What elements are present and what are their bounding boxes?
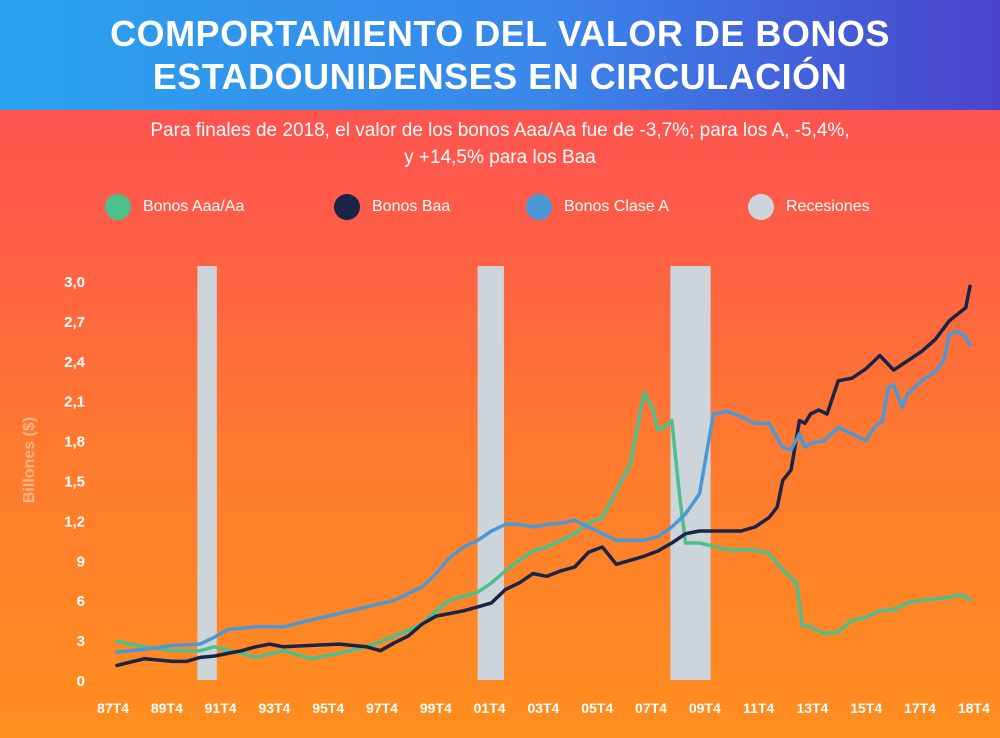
chart-title-line-2: ESTADOUNIDENSES EN CIRCULACIÓN <box>152 56 848 97</box>
legend-label-aaa: Bonos Aaa/Aa <box>143 198 245 215</box>
y-tick-label: 1,5 <box>64 474 85 491</box>
y-tick-label: 3,0 <box>64 274 85 291</box>
x-tick-label: 05T4 <box>581 700 613 716</box>
chart-title-line-1: COMPORTAMIENTO DEL VALOR DE BONOS <box>110 13 890 54</box>
x-tick-label: 91T4 <box>205 700 237 716</box>
series-line-bonos-clase-a <box>115 329 972 654</box>
y-tick-label: 1,8 <box>64 434 85 451</box>
legend-label-recesiones: Recesiones <box>786 198 870 215</box>
x-tick-label: 01T4 <box>474 700 506 716</box>
legend-swatch-baa <box>334 194 360 220</box>
y-tick-label: 0 <box>77 673 85 690</box>
y-tick-label: 6 <box>77 593 85 610</box>
x-tick-label: 11T4 <box>743 700 774 716</box>
series-line-bonos-baa <box>115 284 972 668</box>
y-tick-label: 1,2 <box>64 513 85 530</box>
y-tick-label: 3 <box>77 633 85 650</box>
x-tick-label: 99T4 <box>420 700 452 716</box>
x-tick-label: 09T4 <box>689 700 721 716</box>
x-tick-label: 87T4 <box>97 700 129 716</box>
subtitle-line-1: Para finales de 2018, el valor de los bo… <box>150 120 850 141</box>
x-tick-label: 07T4 <box>635 700 667 716</box>
legend-item-aaa: Bonos Aaa/Aa <box>105 194 244 220</box>
x-tick-label: 15T4 <box>850 700 882 716</box>
legend-item-clase-a: Bonos Clase A <box>526 194 669 220</box>
y-tick-label: 2,4 <box>64 354 86 371</box>
y-tick-label: 2,1 <box>64 394 85 411</box>
x-tick-label: 03T4 <box>527 700 559 716</box>
x-tick-label: 17T4 <box>904 700 936 716</box>
legend-swatch-recesiones <box>748 194 774 220</box>
legend-swatch-aaa <box>105 194 131 220</box>
legend-label-baa: Bonos Baa <box>372 198 451 215</box>
x-tick-label: 18T4 <box>958 700 990 716</box>
title-banner: COMPORTAMIENTO DEL VALOR DE BONOS ESTADO… <box>0 0 1000 110</box>
x-tick-label: 97T4 <box>366 700 398 716</box>
x-tick-label: 89T4 <box>151 700 183 716</box>
legend-item-recesiones: Recesiones <box>748 194 870 220</box>
legend-label-clase-a: Bonos Clase A <box>564 198 669 215</box>
legend-item-baa: Bonos Baa <box>334 194 450 220</box>
x-tick-label: 13T4 <box>796 700 828 716</box>
y-tick-label: 9 <box>77 553 85 570</box>
chart-subtitle: Para finales de 2018, el valor de los bo… <box>0 117 1000 171</box>
legend-swatch-clase-a <box>526 194 552 220</box>
x-tick-label: 93T4 <box>258 700 290 716</box>
recession-band-2 <box>477 266 504 680</box>
y-tick-label: 2,7 <box>64 314 85 331</box>
series-line-bonos-aaa-aa <box>115 390 972 661</box>
x-tick-label: 95T4 <box>312 700 344 716</box>
subtitle-line-2: y +14,5% para los Baa <box>404 147 596 168</box>
recession-band-1 <box>197 266 217 680</box>
